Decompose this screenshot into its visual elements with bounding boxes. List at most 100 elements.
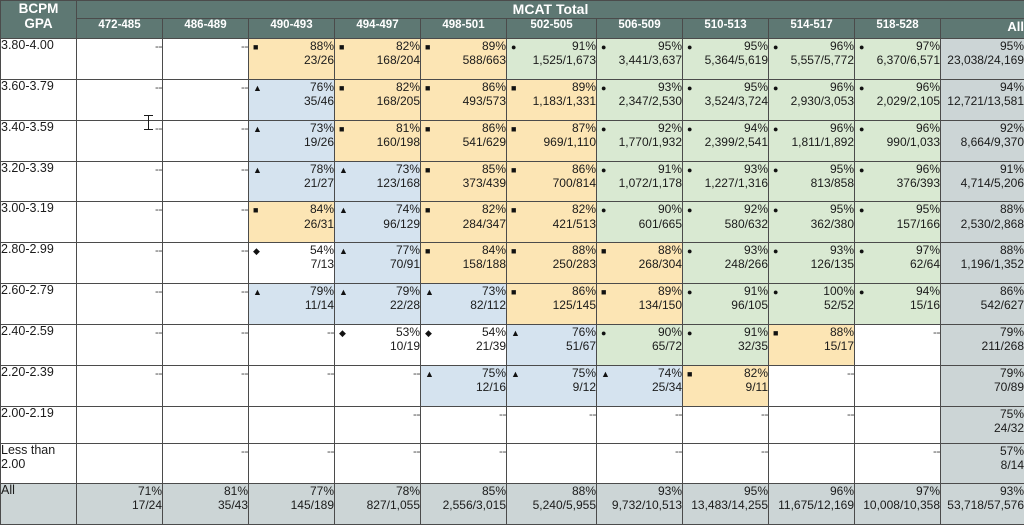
- data-cell[interactable]: ● 95% 5,364/5,619: [682, 38, 769, 80]
- data-cell[interactable]: --: [76, 119, 163, 162]
- data-cell[interactable]: ◆ 53% 10/19: [334, 323, 421, 366]
- row-header-gpa-band[interactable]: 2.40-2.59: [0, 323, 77, 366]
- data-cell[interactable]: ● 97% 6,370/6,571: [854, 38, 941, 80]
- data-cell-all[interactable]: 92% 8,664/9,370: [939, 119, 1024, 162]
- data-cell[interactable]: --: [768, 364, 855, 407]
- data-cell[interactable]: ● 92% 580/632: [682, 201, 769, 244]
- data-cell[interactable]: ● 96% 990/1,033: [854, 119, 941, 162]
- data-cell[interactable]: --: [596, 443, 683, 485]
- data-cell[interactable]: [76, 443, 163, 485]
- column-header-518-528[interactable]: 518-528: [854, 18, 941, 39]
- data-cell[interactable]: --: [76, 160, 163, 203]
- data-cell[interactable]: 97% 10,008/10,358: [854, 483, 941, 525]
- data-cell[interactable]: --: [76, 364, 163, 407]
- column-header-514-517[interactable]: 514-517: [768, 18, 855, 39]
- data-cell[interactable]: --: [768, 405, 855, 445]
- data-cell[interactable]: ◆ 54% 21/39: [420, 323, 507, 366]
- data-cell[interactable]: ■ 89% 134/150: [596, 283, 683, 325]
- data-cell[interactable]: --: [682, 443, 769, 485]
- data-cell[interactable]: ● 96% 376/393: [854, 160, 941, 203]
- data-cell[interactable]: ■ 87% 969/1,110: [506, 119, 597, 162]
- data-cell[interactable]: ■ 84% 26/31: [248, 201, 335, 244]
- data-cell[interactable]: ■ 85% 373/439: [420, 160, 507, 203]
- data-cell[interactable]: ● 96% 2,029/2,105: [854, 78, 941, 121]
- data-cell[interactable]: ● 92% 1,770/1,932: [596, 119, 683, 162]
- data-cell[interactable]: ● 91% 96/105: [682, 283, 769, 325]
- data-cell[interactable]: ■ 82% 284/347: [420, 201, 507, 244]
- data-cell[interactable]: ● 95% 362/380: [768, 201, 855, 244]
- data-cell[interactable]: ■ 88% 250/283: [506, 242, 597, 285]
- data-cell[interactable]: ▲ 77% 70/91: [334, 242, 421, 285]
- data-cell[interactable]: [506, 443, 597, 485]
- row-header-gpa-band[interactable]: 3.20-3.39: [0, 160, 77, 203]
- data-cell[interactable]: ▲ 79% 22/28: [334, 283, 421, 325]
- data-cell[interactable]: --: [76, 38, 163, 80]
- row-header-gpa-band[interactable]: 3.40-3.59: [0, 119, 77, 162]
- data-cell[interactable]: ■ 82% 9/11: [682, 364, 769, 407]
- data-cell[interactable]: --: [162, 78, 249, 121]
- data-cell[interactable]: [248, 405, 335, 445]
- column-header-502-505[interactable]: 502-505: [506, 18, 597, 39]
- data-cell[interactable]: ● 97% 62/64: [854, 242, 941, 285]
- data-cell[interactable]: --: [162, 201, 249, 244]
- data-cell[interactable]: ● 90% 65/72: [596, 323, 683, 366]
- data-cell[interactable]: ▲ 73% 19/26: [248, 119, 335, 162]
- data-cell-all[interactable]: 88% 1,196/1,352: [939, 242, 1024, 285]
- data-cell[interactable]: ▲ 74% 96/129: [334, 201, 421, 244]
- data-cell[interactable]: --: [162, 443, 249, 485]
- data-cell[interactable]: --: [854, 443, 941, 485]
- row-header-gpa-band[interactable]: Less than 2.00: [0, 443, 77, 485]
- data-cell[interactable]: ● 91% 1,525/1,673: [506, 38, 597, 80]
- data-cell-all[interactable]: 91% 4,714/5,206: [939, 160, 1024, 203]
- data-cell[interactable]: ▲ 75% 9/12: [506, 364, 597, 407]
- data-cell-all[interactable]: 94% 12,721/13,581: [939, 78, 1024, 121]
- data-cell[interactable]: --: [162, 242, 249, 285]
- data-cell[interactable]: --: [162, 283, 249, 325]
- data-cell[interactable]: --: [596, 405, 683, 445]
- data-cell[interactable]: --: [76, 78, 163, 121]
- data-cell[interactable]: --: [334, 405, 421, 445]
- data-cell[interactable]: ● 93% 2,347/2,530: [596, 78, 683, 121]
- data-cell-all[interactable]: 75% 24/32: [939, 405, 1024, 445]
- data-cell[interactable]: 96% 11,675/12,169: [768, 483, 855, 525]
- data-cell[interactable]: ■ 84% 158/188: [420, 242, 507, 285]
- data-cell[interactable]: [854, 364, 941, 407]
- data-cell[interactable]: --: [334, 364, 421, 407]
- column-header-510-513[interactable]: 510-513: [682, 18, 769, 39]
- data-cell[interactable]: --: [76, 283, 163, 325]
- data-cell[interactable]: --: [162, 364, 249, 407]
- data-cell[interactable]: ■ 88% 23/26: [248, 38, 335, 80]
- column-header-490-493[interactable]: 490-493: [248, 18, 335, 39]
- data-cell-all[interactable]: 86% 542/627: [939, 283, 1024, 325]
- data-cell[interactable]: --: [248, 323, 335, 366]
- data-cell[interactable]: ● 95% 813/858: [768, 160, 855, 203]
- data-cell[interactable]: --: [420, 443, 507, 485]
- data-cell[interactable]: ● 93% 1,227/1,316: [682, 160, 769, 203]
- data-cell-all[interactable]: 79% 70/89: [939, 364, 1024, 407]
- data-cell[interactable]: --: [248, 364, 335, 407]
- row-header-gpa-band[interactable]: 3.80-4.00: [0, 38, 77, 80]
- data-cell[interactable]: ■ 88% 268/304: [596, 242, 683, 285]
- data-cell[interactable]: --: [76, 242, 163, 285]
- data-cell[interactable]: ■ 82% 168/205: [334, 78, 421, 121]
- data-cell[interactable]: 95% 13,483/14,255: [682, 483, 769, 525]
- data-cell[interactable]: ● 96% 5,557/5,772: [768, 38, 855, 80]
- data-cell[interactable]: ● 94% 2,399/2,541: [682, 119, 769, 162]
- data-cell[interactable]: ● 96% 1,811/1,892: [768, 119, 855, 162]
- row-header-gpa-band[interactable]: 2.20-2.39: [0, 364, 77, 407]
- data-cell[interactable]: ■ 89% 588/663: [420, 38, 507, 80]
- data-cell-all[interactable]: 95% 23,038/24,169: [939, 38, 1024, 80]
- data-cell[interactable]: 71% 17/24: [76, 483, 163, 525]
- data-cell[interactable]: ■ 86% 700/814: [506, 160, 597, 203]
- data-cell[interactable]: ▲ 78% 21/27: [248, 160, 335, 203]
- data-cell-all[interactable]: 57% 8/14: [939, 443, 1024, 485]
- data-cell[interactable]: ◆ 54% 7/13: [248, 242, 335, 285]
- data-cell-all[interactable]: 88% 2,530/2,868: [939, 201, 1024, 244]
- data-cell[interactable]: --: [854, 323, 941, 366]
- data-cell[interactable]: ● 93% 126/135: [768, 242, 855, 285]
- data-cell[interactable]: --: [506, 405, 597, 445]
- data-cell[interactable]: --: [334, 443, 421, 485]
- data-cell[interactable]: --: [248, 443, 335, 485]
- data-cell[interactable]: 93% 9,732/10,513: [596, 483, 683, 525]
- data-cell[interactable]: ■ 88% 15/17: [768, 323, 855, 366]
